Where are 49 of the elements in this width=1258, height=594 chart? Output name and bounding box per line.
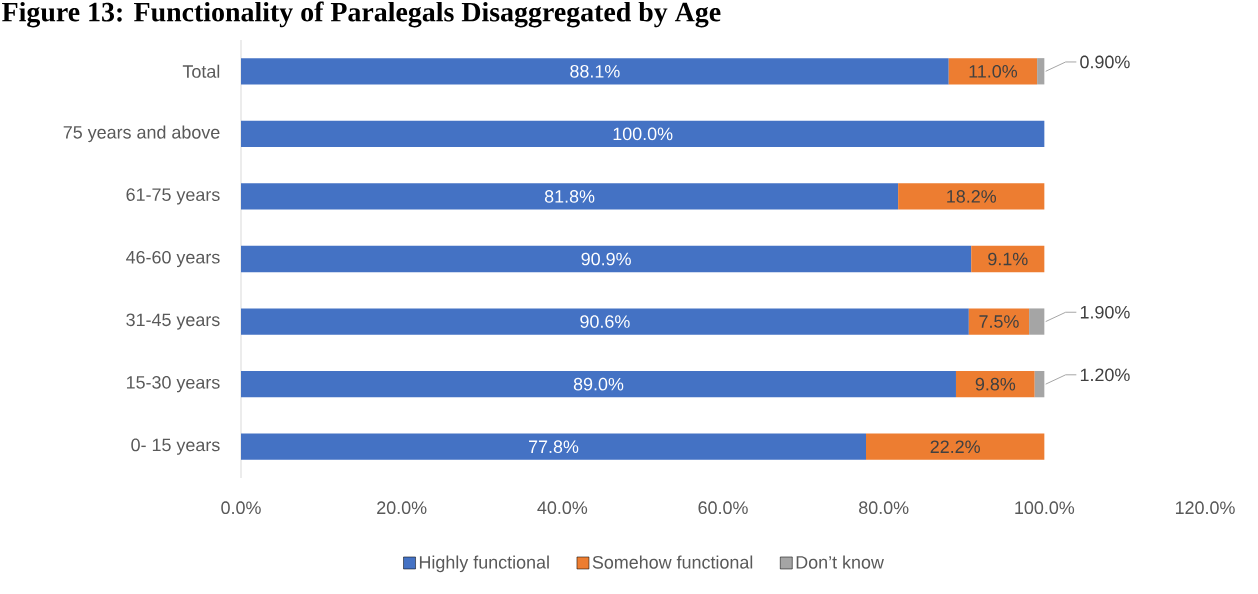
y-tick-label: 31-45 years	[126, 313, 220, 330]
x-tick-label: 60.0%	[698, 501, 748, 515]
bar	[241, 308, 969, 335]
y-tick-label: Total	[182, 64, 220, 78]
bar	[955, 371, 1035, 398]
x-tick-label: 80.0%	[859, 501, 909, 515]
legend-label: Somehow functional	[592, 555, 753, 569]
bar	[948, 58, 1038, 85]
bar	[898, 183, 1045, 210]
data-label: 100.0%	[613, 127, 673, 141]
bar	[1037, 58, 1045, 85]
chart-title: Figure 13: Functionality of Paralegals Disaggregated by Age	[2, 1, 721, 28]
bar	[241, 245, 972, 273]
data-label: 89.0%	[573, 377, 624, 391]
data-label: 90.6%	[580, 315, 630, 328]
bar	[241, 371, 956, 398]
bar	[241, 120, 1045, 147]
data-label: 9.1%	[988, 252, 1028, 266]
data-label: 22.2%	[930, 440, 980, 454]
data-label: 88.1%	[570, 64, 620, 78]
legend-label: Highly functional	[419, 555, 549, 573]
data-label: 18.2%	[947, 190, 997, 203]
x-tick-label: 100.0%	[1015, 501, 1075, 515]
data-label: 81.8%	[544, 190, 595, 203]
data-label: 90.9%	[581, 252, 631, 266]
bar	[241, 183, 899, 210]
y-tick-label: 46-60 years	[126, 250, 220, 268]
data-label: 7.5%	[979, 315, 1019, 328]
data-label: 0.90%	[1080, 55, 1130, 69]
data-label: 1.20%	[1080, 368, 1130, 382]
x-tick-label: 0.0%	[221, 501, 261, 515]
data-label: 1.90%	[1080, 305, 1130, 319]
legend-label: Don’t know	[796, 555, 884, 569]
bar	[866, 433, 1045, 460]
bar	[241, 433, 866, 460]
bar	[971, 245, 1045, 273]
data-label: 9.8%	[975, 377, 1016, 391]
data-label: 11.0%	[969, 64, 1018, 78]
data-label: 77.8%	[528, 440, 579, 454]
bar	[241, 58, 949, 85]
y-tick-label: 75 years and above	[63, 125, 220, 143]
x-tick-label: 120.0%	[1175, 501, 1235, 515]
x-tick-label: 20.0%	[377, 501, 427, 515]
bar	[1029, 308, 1045, 335]
y-tick-label: 61-75 years	[126, 188, 220, 205]
bar	[968, 308, 1030, 335]
y-tick-label: 0- 15 years	[131, 438, 220, 455]
y-tick-label: 15-30 years	[126, 376, 220, 393]
x-tick-label: 40.0%	[537, 501, 588, 515]
